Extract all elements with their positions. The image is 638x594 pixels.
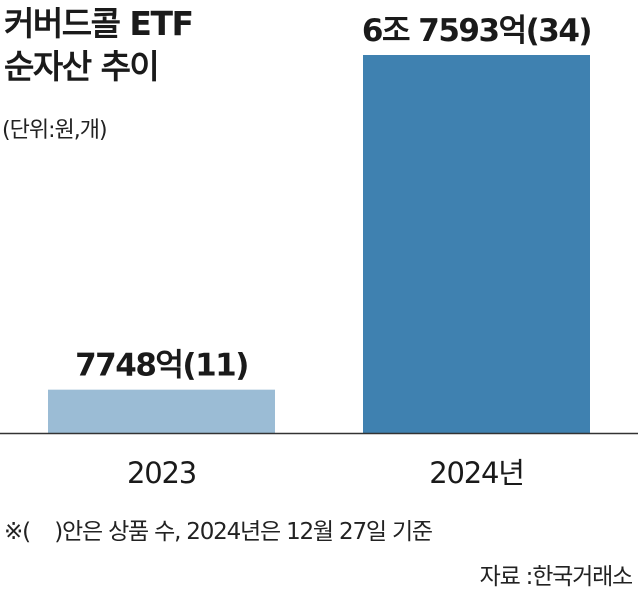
chart-title: 커버드콜 ETF 순자산 추이 [4,2,194,88]
chart-title-line-2: 순자산 추이 [4,47,160,86]
bar-chart: 7748억(11) 2023 6조 7593억(34) 2024년 [0,13,638,490]
footnote: ※( )안은 상품 수, 2024년은 12월 27일 기준 [4,519,433,545]
chart-title-line-1: 커버드콜 ETF [4,4,194,43]
source-note: 자료 :한국거래소 [479,564,634,590]
data-label-2: 6조 7593억(34) [362,13,591,49]
x-tick-label-1: 2023 [127,456,196,490]
bar-2 [363,55,590,433]
bar-1 [48,389,275,433]
x-tick-label-2: 2024년 [429,456,523,490]
data-label-1: 7748억(11) [75,348,248,384]
unit-label: (단위:원,개) [2,118,108,143]
